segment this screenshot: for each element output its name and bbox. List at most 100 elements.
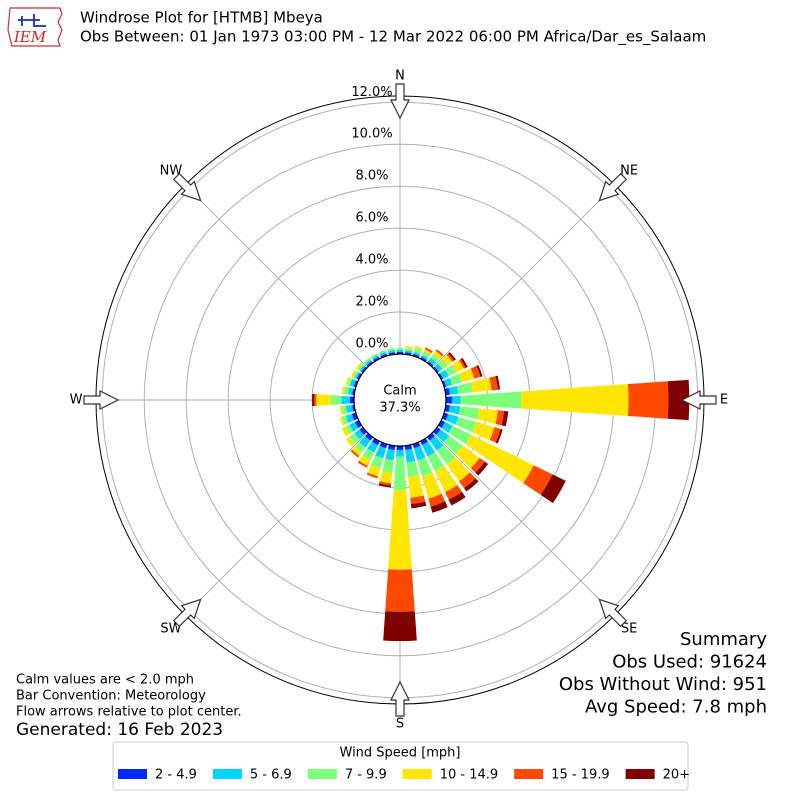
wind-bar	[495, 428, 503, 444]
wind-bar	[443, 377, 453, 387]
ring-label: 6.0%	[355, 211, 388, 226]
compass-label: NE	[620, 163, 638, 178]
wind-bar	[442, 412, 449, 421]
wind-bar	[459, 368, 475, 383]
flow-arrow-shape	[172, 598, 202, 628]
wind-bar	[667, 379, 690, 421]
wind-bar	[427, 361, 434, 367]
wind-bar	[420, 356, 427, 362]
grid-spoke	[432, 432, 616, 616]
wind-bar	[355, 362, 363, 370]
wind-bar	[434, 465, 458, 493]
wind-bar	[393, 456, 407, 491]
summary-line: Avg Speed: 7.8 mph	[585, 697, 767, 718]
wind-bar	[365, 433, 373, 441]
grid-spoke	[184, 184, 368, 368]
wind-bar	[314, 394, 317, 406]
wind-bar	[476, 365, 483, 377]
wind-bar	[349, 433, 360, 444]
wind-bar	[343, 386, 350, 395]
legend-swatch	[514, 769, 544, 779]
wind-bar	[379, 442, 388, 449]
chart-title: Windrose Plot for [HTMB] Mbeya	[80, 9, 323, 27]
wind-bar	[472, 421, 495, 441]
wind-bar	[350, 449, 360, 458]
wind-bar	[489, 376, 498, 391]
wind-bar	[349, 378, 357, 387]
wind-bar	[352, 446, 362, 456]
wind-bar	[521, 384, 629, 416]
summary-line: Obs Without Wind: 951	[559, 674, 767, 695]
wind-bar	[459, 472, 476, 489]
wind-bar	[359, 365, 366, 372]
wind-bar	[385, 448, 395, 461]
flow-arrow	[598, 598, 628, 628]
plot-area: Calm37.3%0.0%2.0%4.0%6.0%8.0%10.0%12.0%N…	[70, 69, 729, 732]
legend-swatch	[212, 769, 242, 779]
wind-bar	[540, 474, 566, 504]
logo-text: IEM	[13, 28, 47, 46]
wind-bar	[420, 438, 429, 446]
generated: Generated: 16 Feb 2023	[16, 720, 223, 740]
wind-bar	[379, 471, 393, 484]
wind-bar	[367, 441, 378, 453]
wind-bar	[465, 434, 534, 484]
wind-bar	[471, 377, 492, 393]
legend-swatch	[118, 769, 147, 779]
ring-label: 10.0%	[351, 127, 392, 142]
wind-bar	[442, 380, 447, 388]
wind-bar	[446, 457, 470, 482]
ring-label: 0.0%	[355, 337, 388, 352]
wind-bar	[359, 455, 371, 466]
flow-arrow	[390, 83, 410, 120]
wind-bar	[495, 410, 505, 426]
wind-bar	[424, 347, 433, 354]
wind-bar	[345, 405, 354, 414]
legend-title: Wind Speed [mph]	[340, 746, 461, 761]
wind-bar	[437, 359, 448, 370]
wind-bar	[385, 569, 415, 612]
wind-bar	[365, 359, 372, 366]
wind-bar	[345, 436, 355, 447]
wind-bar	[459, 359, 466, 369]
wind-bar	[353, 380, 358, 388]
wind-bar	[382, 458, 394, 473]
flow-arrow-shape	[172, 172, 202, 202]
wind-bar	[412, 353, 420, 358]
compass-label: SW	[160, 622, 181, 637]
wind-bar	[444, 485, 463, 500]
wind-bar	[370, 352, 378, 359]
wind-bar	[413, 445, 426, 461]
flow-arrow-shape	[390, 83, 410, 120]
flow-arrow-shape	[390, 680, 410, 717]
wind-bar	[458, 406, 480, 420]
wind-bar	[405, 350, 413, 354]
legend-label: 7 - 9.9	[345, 768, 387, 783]
wind-bar	[428, 493, 446, 507]
wind-bar	[434, 363, 443, 372]
wind-bar	[436, 445, 456, 465]
wind-bar	[387, 350, 395, 354]
wind-bar	[456, 382, 473, 394]
wind-bar	[354, 442, 366, 453]
wind-bar	[396, 349, 404, 353]
summary-line: Summary	[680, 629, 767, 650]
grid-spoke	[184, 432, 368, 616]
note: Calm values are < 2.0 mph	[16, 673, 194, 688]
legend-swatch	[625, 769, 655, 779]
wind-bar	[438, 373, 444, 380]
wind-bar	[354, 420, 362, 429]
wind-bar	[347, 387, 354, 395]
wind-bar	[449, 373, 463, 386]
wind-bar	[410, 495, 426, 505]
legend: 2 - 4.9 5 - 6.9 7 - 9.9 10 - 14.9 15 - 19.9 2…	[118, 768, 690, 783]
flow-arrow-shape	[598, 598, 628, 628]
wind-bar	[356, 373, 362, 380]
calm-label: Calm	[383, 384, 416, 399]
wind-bar	[352, 370, 359, 378]
wind-bar	[359, 436, 371, 448]
wind-bar	[523, 465, 553, 495]
wind-bar	[339, 416, 345, 426]
